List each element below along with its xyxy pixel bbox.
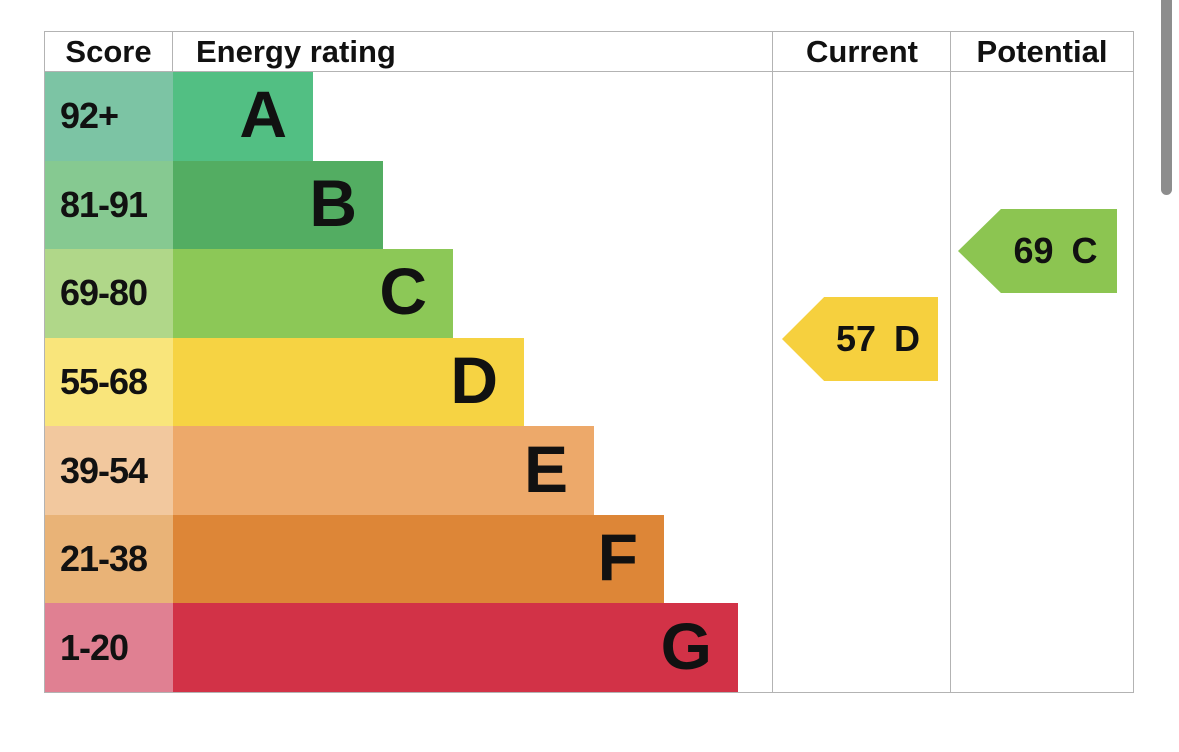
rating-bar-e: E — [173, 426, 594, 515]
rating-letter-b: B — [309, 165, 357, 240]
rating-bar-f: F — [173, 514, 664, 604]
rating-bar-b: B — [173, 160, 383, 250]
rating-row-g: 1-20 G — [45, 603, 1133, 693]
score-range-b: 81-91 — [45, 160, 173, 250]
col-header-energy-rating: Energy rating — [196, 33, 396, 69]
bar-area-d: D — [173, 337, 1133, 427]
col-header-potential: Potential — [976, 33, 1108, 69]
col-header-current: Current — [806, 33, 918, 69]
rating-row-f: 21-38 F — [45, 514, 1133, 604]
bar-area-b: B — [173, 160, 1133, 250]
score-range-e: 39-54 — [45, 426, 173, 515]
bar-area-e: E — [173, 426, 1133, 515]
bar-area-g: G — [173, 603, 1133, 693]
rating-bar-c: C — [173, 249, 453, 338]
score-range-d: 55-68 — [45, 337, 173, 427]
rating-row-a: 92+ A — [45, 72, 1133, 161]
epc-table: Score Energy rating Current Potential 92… — [44, 31, 1134, 693]
rating-letter-a: A — [239, 77, 287, 152]
vertical-scrollbar-thumb[interactable] — [1161, 0, 1172, 195]
rating-bar-d: D — [173, 337, 524, 427]
bar-area-f: F — [173, 514, 1133, 604]
rating-letter-d: D — [450, 343, 498, 418]
rating-row-c: 69-80 C — [45, 249, 1133, 338]
current-band-letter: D — [894, 318, 921, 359]
rating-bar-g: G — [173, 603, 738, 693]
potential-column-divider — [950, 32, 951, 692]
score-range-a: 92+ — [45, 72, 173, 161]
rating-letter-g: G — [660, 608, 712, 683]
rating-letter-f: F — [597, 520, 638, 595]
rating-bar-a: A — [173, 72, 313, 161]
current-column-divider — [772, 32, 773, 692]
rating-letter-c: C — [379, 254, 427, 329]
score-range-f: 21-38 — [45, 514, 173, 604]
rating-row-d: 55-68 D — [45, 337, 1133, 427]
current-score-value: 57 — [835, 318, 877, 359]
rating-bands: 92+ A 81-91 B 69-80 — [45, 72, 1133, 693]
score-range-g: 1-20 — [45, 603, 173, 693]
score-range-c: 69-80 — [45, 249, 173, 338]
rating-row-e: 39-54 E — [45, 426, 1133, 515]
rating-row-b: 81-91 B — [45, 160, 1133, 250]
col-header-score: Score — [45, 32, 173, 71]
potential-score-value: 69 — [1013, 230, 1054, 271]
potential-band-letter: C — [1071, 230, 1098, 271]
bar-area-c: C — [173, 249, 1133, 338]
bar-area-a: A — [173, 72, 1133, 161]
table-header-row: Score Energy rating Current Potential — [45, 32, 1133, 72]
rating-letter-e: E — [523, 431, 568, 506]
